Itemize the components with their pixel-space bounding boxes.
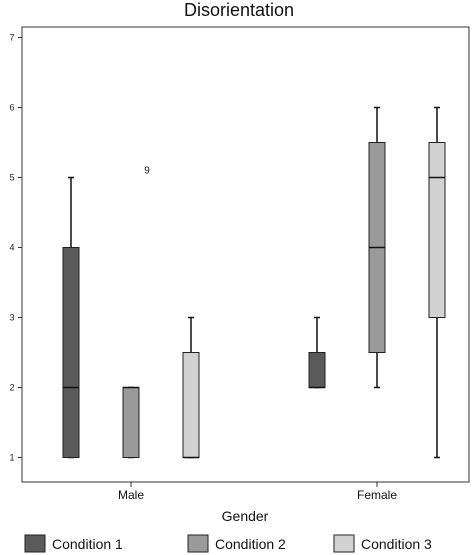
box-iqr [308,352,326,388]
y-tick-label: 1 [9,453,14,463]
chart-title: Disorientation [184,0,294,20]
y-tick-label: 3 [9,313,14,323]
legend-swatch [24,534,46,553]
box-condition-2-female [368,106,386,389]
legend: Condition 1 Condition 2 Condition 3 [24,534,432,553]
y-tick-label: 6 [9,103,14,113]
box-condition-3-female [428,106,446,459]
legend-swatch [333,534,355,553]
legend-item: Condition 1 [24,534,123,553]
y-tick-label: 2 [9,383,14,393]
outlier-label: 9 [144,166,150,177]
box-condition-2-male [122,386,140,459]
legend-label: Condition 1 [52,536,123,552]
y-axis: 1 2 3 4 5 6 7 [9,33,22,463]
legend-swatch [187,534,209,553]
y-tick-label: 5 [9,173,14,183]
box-iqr [62,247,80,458]
x-category-label: Female [357,488,397,502]
x-axis-title: Gender [222,508,269,524]
box-iqr [182,352,200,458]
box-condition-1-male [62,176,80,459]
legend-label: Condition 2 [215,536,286,552]
annotation-group: 9 [144,166,150,177]
box-iqr [428,142,446,318]
x-category-label: Male [118,488,144,502]
y-tick-label: 7 [9,33,14,43]
plot-area [21,26,470,483]
legend-item: Condition 2 [187,534,286,553]
box-condition-1-female [308,316,326,389]
legend-label: Condition 3 [361,536,432,552]
legend-item: Condition 3 [333,534,432,553]
y-tick-label: 4 [9,243,14,253]
box-iqr [122,387,140,458]
box-condition-3-male [182,316,200,459]
x-axis: Male Female [118,482,397,502]
box-group [62,106,446,459]
